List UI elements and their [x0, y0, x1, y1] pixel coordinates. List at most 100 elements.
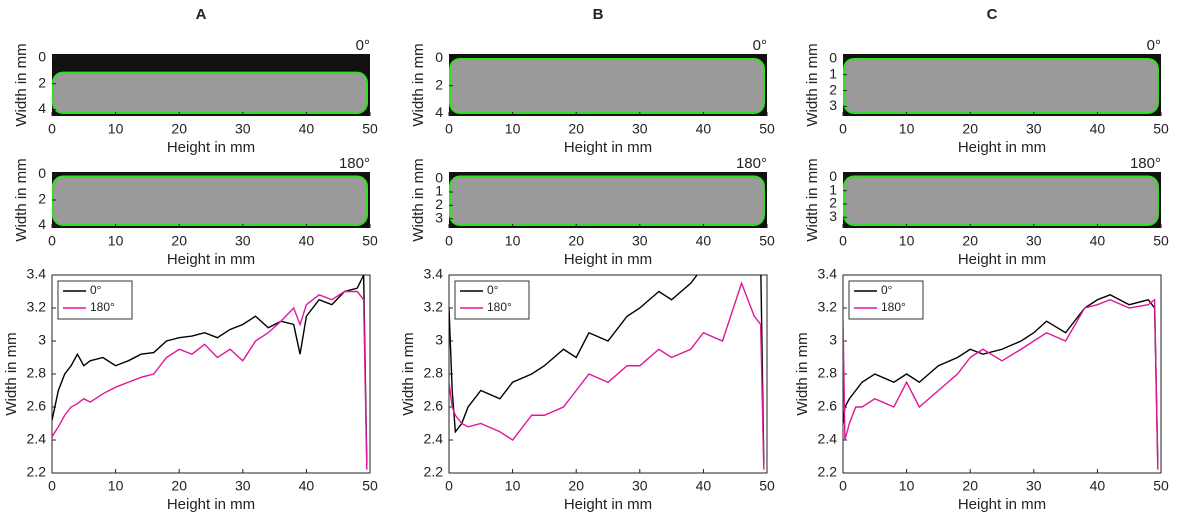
x-tick-label: 30: [632, 233, 648, 249]
y-tick-label: 3: [435, 332, 443, 348]
x-tick-label: 40: [1090, 478, 1106, 494]
x-tick-label: 50: [362, 233, 378, 249]
y-axis-label: Width in mm: [410, 158, 427, 241]
y-axis-label: Width in mm: [400, 332, 417, 415]
series-line: [449, 281, 765, 470]
x-tick-label: 30: [235, 121, 251, 137]
panel-title: C: [987, 6, 998, 23]
x-tick-label: 40: [299, 121, 315, 137]
y-tick-label: 2: [38, 74, 46, 90]
legend-box: [57, 280, 133, 320]
x-tick-label: 40: [1090, 121, 1106, 137]
x-axis-label: Height in mm: [958, 496, 1046, 513]
x-tick-label: 30: [632, 478, 648, 494]
y-tick-label: 3.2: [424, 299, 444, 315]
x-tick-label: 20: [568, 478, 584, 494]
x-tick-label: 20: [962, 121, 978, 137]
y-tick-label: 3: [38, 332, 46, 348]
y-tick-label: 3: [829, 208, 837, 224]
x-tick-label: 50: [362, 478, 378, 494]
legend-label: 0°: [90, 283, 102, 297]
specimen: [52, 175, 368, 226]
x-tick-label: 20: [171, 121, 187, 137]
x-tick-label: 10: [505, 233, 521, 249]
y-tick-label: 2: [38, 191, 46, 207]
x-tick-label: 50: [759, 478, 775, 494]
x-tick-label: 20: [962, 233, 978, 249]
y-axis-label: Width in mm: [13, 43, 30, 126]
x-tick-label: 50: [1153, 478, 1169, 494]
y-tick-label: 1: [829, 65, 837, 81]
x-tick-label: 50: [759, 233, 775, 249]
x-tick-label: 50: [1153, 233, 1169, 249]
legend-label: 0°: [881, 283, 893, 297]
y-tick-label: 1: [435, 183, 443, 199]
y-axis-label: Width in mm: [13, 158, 30, 241]
specimen: [843, 57, 1159, 114]
legend-box: [848, 280, 924, 320]
legend-label: 180°: [487, 300, 512, 314]
y-tick-label: 2.8: [818, 365, 838, 381]
y-tick-label: 0: [38, 49, 46, 65]
y-tick-label: 2.2: [27, 464, 47, 480]
panel-title: A: [196, 6, 207, 23]
y-tick-label: 2.8: [27, 365, 47, 381]
x-tick-label: 30: [1026, 233, 1042, 249]
x-tick-label: 10: [108, 478, 124, 494]
y-tick-label: 0: [435, 169, 443, 185]
angle-label: 180°: [1130, 155, 1161, 172]
x-tick-label: 20: [171, 233, 187, 249]
y-tick-label: 2.8: [424, 365, 444, 381]
x-axis-label: Height in mm: [167, 139, 255, 156]
x-tick-label: 30: [235, 478, 251, 494]
x-axis-label: Height in mm: [564, 496, 652, 513]
y-tick-label: 2: [829, 81, 837, 97]
y-tick-label: 3.2: [27, 299, 47, 315]
y-tick-label: 3.4: [818, 266, 838, 282]
y-tick-label: 2.6: [27, 398, 47, 414]
y-tick-label: 0: [435, 49, 443, 65]
x-tick-label: 10: [505, 121, 521, 137]
x-tick-label: 10: [899, 121, 915, 137]
y-tick-label: 2: [435, 76, 443, 92]
x-tick-label: 0: [445, 233, 453, 249]
legend-label: 0°: [487, 283, 499, 297]
y-tick-label: 0: [829, 168, 837, 184]
y-tick-label: 2: [829, 195, 837, 211]
x-tick-label: 10: [899, 478, 915, 494]
y-tick-label: 4: [38, 100, 46, 116]
y-tick-label: 3: [829, 332, 837, 348]
x-tick-label: 20: [568, 121, 584, 137]
y-tick-label: 3: [829, 97, 837, 113]
x-axis-label: Height in mm: [958, 251, 1046, 268]
specimen: [449, 175, 765, 226]
y-tick-label: 2.4: [818, 431, 838, 447]
x-tick-label: 30: [1026, 121, 1042, 137]
y-tick-label: 3.4: [424, 266, 444, 282]
y-tick-label: 1: [829, 181, 837, 197]
x-tick-label: 40: [1090, 233, 1106, 249]
panel-title: B: [593, 6, 604, 23]
x-tick-label: 30: [632, 121, 648, 137]
x-tick-label: 0: [445, 478, 453, 494]
y-tick-label: 3: [435, 209, 443, 225]
x-axis-label: Height in mm: [564, 251, 652, 268]
legend-label: 180°: [881, 300, 906, 314]
series-line: [52, 275, 368, 465]
y-tick-label: 2.2: [818, 464, 838, 480]
y-tick-label: 2: [435, 196, 443, 212]
specimen: [52, 71, 368, 114]
angle-label: 180°: [736, 155, 767, 172]
y-tick-label: 2.4: [424, 431, 444, 447]
y-tick-label: 3.2: [818, 299, 838, 315]
x-tick-label: 40: [299, 233, 315, 249]
x-tick-label: 0: [445, 121, 453, 137]
angle-label: 180°: [339, 155, 370, 172]
y-tick-label: 4: [435, 104, 443, 120]
series-line: [843, 294, 1159, 465]
specimen: [449, 57, 765, 114]
legend-label: 180°: [90, 300, 115, 314]
angle-label: 0°: [753, 37, 767, 54]
x-tick-label: 50: [759, 121, 775, 137]
x-tick-label: 0: [48, 233, 56, 249]
